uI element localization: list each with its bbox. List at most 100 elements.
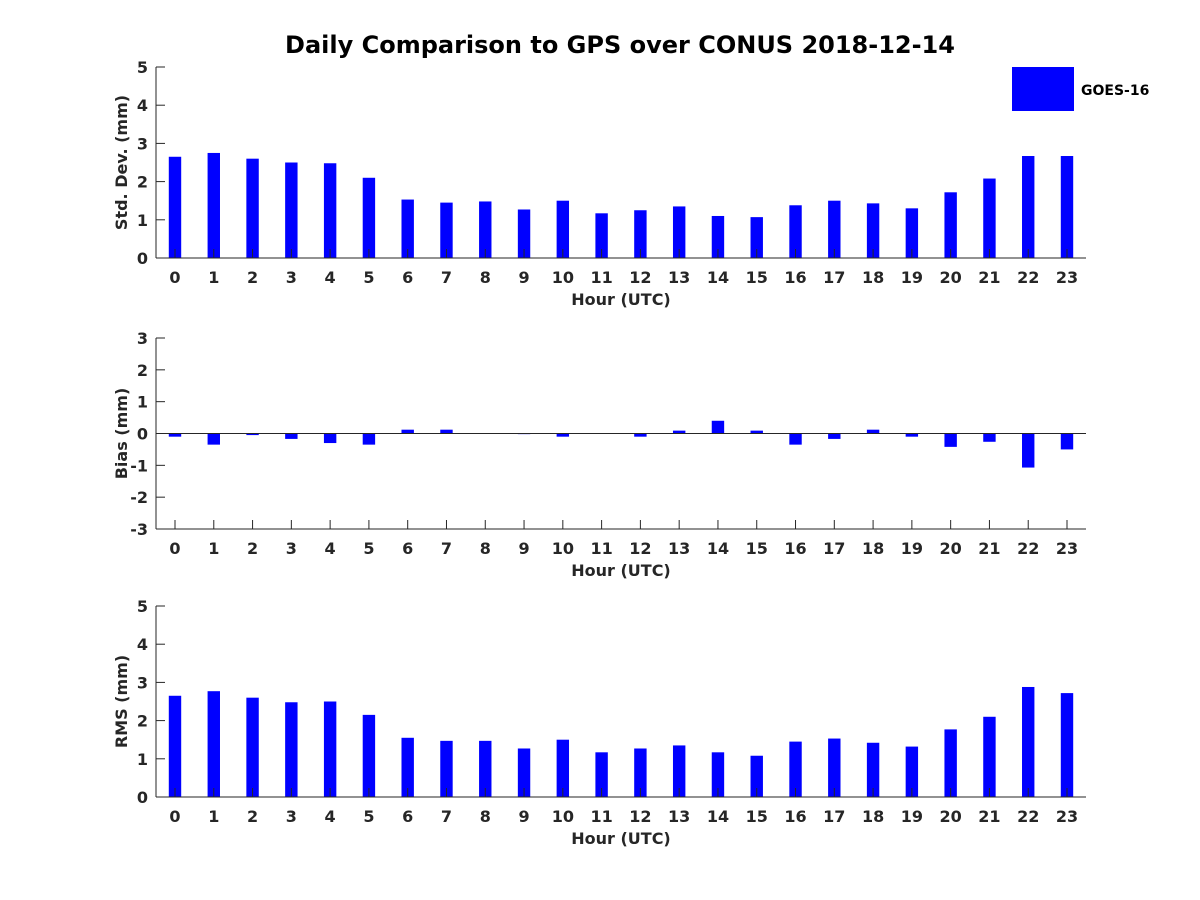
bar xyxy=(634,748,647,797)
x-tick-label: 10 xyxy=(552,268,574,287)
bar xyxy=(556,200,570,258)
bar xyxy=(828,738,841,797)
bar xyxy=(1060,433,1074,450)
x-tick-label: 6 xyxy=(402,539,413,558)
x-tick-label: 8 xyxy=(480,539,491,558)
y-tick-label: 5 xyxy=(137,597,148,616)
x-tick-label: 17 xyxy=(823,268,845,287)
bar xyxy=(479,740,492,797)
x-tick-label: 12 xyxy=(629,268,651,287)
bar xyxy=(1022,433,1035,468)
bar xyxy=(323,433,337,444)
x-tick-label: 7 xyxy=(441,807,452,826)
x-tick-label: 22 xyxy=(1017,807,1039,826)
bar xyxy=(866,203,880,258)
y-tick-label: 1 xyxy=(137,393,148,412)
bar xyxy=(905,746,919,797)
x-tick-label: 19 xyxy=(901,807,923,826)
x-tick-label: 23 xyxy=(1056,539,1078,558)
bar xyxy=(944,729,957,797)
x-tick-label: 17 xyxy=(823,807,845,826)
x-tick-label: 9 xyxy=(518,807,529,826)
x-tick-label: 1 xyxy=(208,807,219,826)
y-axis-label: Bias (mm) xyxy=(112,388,131,480)
x-axis-label: Hour (UTC) xyxy=(571,290,671,309)
x-tick-label: 22 xyxy=(1017,539,1039,558)
bar xyxy=(634,210,647,258)
y-tick-label: 1 xyxy=(137,750,148,769)
x-tick-label: 13 xyxy=(668,539,690,558)
x-tick-label: 9 xyxy=(518,268,529,287)
bar xyxy=(1060,156,1074,258)
bar xyxy=(440,429,453,434)
legend: GOES-16 xyxy=(1012,67,1149,111)
x-tick-label: 11 xyxy=(590,268,612,287)
x-tick-label: 1 xyxy=(208,539,219,558)
bar xyxy=(556,433,570,437)
bar xyxy=(285,702,298,797)
bar xyxy=(440,740,453,797)
bar xyxy=(789,433,802,445)
x-tick-label: 17 xyxy=(823,539,845,558)
y-tick-label: 5 xyxy=(137,58,148,77)
x-tick-label: 8 xyxy=(480,807,491,826)
bar xyxy=(246,697,259,797)
bar xyxy=(711,215,725,258)
bar xyxy=(711,420,725,434)
x-tick-label: 4 xyxy=(325,539,336,558)
bar xyxy=(595,752,608,797)
x-tick-label: 0 xyxy=(169,807,180,826)
bar xyxy=(905,208,919,258)
bar xyxy=(168,433,182,437)
x-tick-label: 10 xyxy=(552,539,574,558)
bar xyxy=(866,742,880,797)
x-tick-label: 14 xyxy=(707,539,729,558)
legend-swatch xyxy=(1012,67,1074,111)
bar xyxy=(556,739,570,797)
x-tick-label: 7 xyxy=(441,539,452,558)
bar xyxy=(983,433,996,442)
bar xyxy=(517,748,531,797)
x-tick-label: 21 xyxy=(978,268,1000,287)
x-tick-label: 21 xyxy=(978,539,1000,558)
x-tick-label: 15 xyxy=(746,268,768,287)
x-tick-label: 15 xyxy=(746,807,768,826)
x-tick-label: 4 xyxy=(325,807,336,826)
x-tick-label: 13 xyxy=(668,807,690,826)
x-tick-label: 20 xyxy=(940,807,962,826)
legend-label: GOES-16 xyxy=(1081,83,1149,99)
bar xyxy=(789,741,802,797)
x-tick-label: 18 xyxy=(862,539,884,558)
x-tick-label: 22 xyxy=(1017,268,1039,287)
x-tick-label: 16 xyxy=(784,807,806,826)
bar xyxy=(750,755,763,797)
chart-title: Daily Comparison to GPS over CONUS 2018-… xyxy=(285,31,955,59)
x-tick-label: 19 xyxy=(901,539,923,558)
bar xyxy=(789,205,802,258)
y-tick-label: 0 xyxy=(137,249,148,268)
x-tick-label: 6 xyxy=(402,807,413,826)
x-tick-label: 20 xyxy=(940,539,962,558)
x-tick-label: 15 xyxy=(746,539,768,558)
bar xyxy=(362,714,376,797)
bar xyxy=(1022,686,1035,797)
bar xyxy=(168,695,182,797)
x-tick-label: 2 xyxy=(247,807,258,826)
y-axis-label: Std. Dev. (mm) xyxy=(112,95,131,230)
x-tick-label: 8 xyxy=(480,268,491,287)
y-tick-label: -2 xyxy=(130,488,148,507)
y-tick-label: 3 xyxy=(137,329,148,348)
x-tick-label: 4 xyxy=(325,268,336,287)
y-tick-label: 4 xyxy=(137,635,148,654)
bar xyxy=(1060,693,1074,797)
bar xyxy=(672,745,686,797)
x-tick-label: 19 xyxy=(901,268,923,287)
bar xyxy=(401,429,414,434)
bar xyxy=(983,178,996,258)
x-tick-label: 5 xyxy=(363,268,374,287)
